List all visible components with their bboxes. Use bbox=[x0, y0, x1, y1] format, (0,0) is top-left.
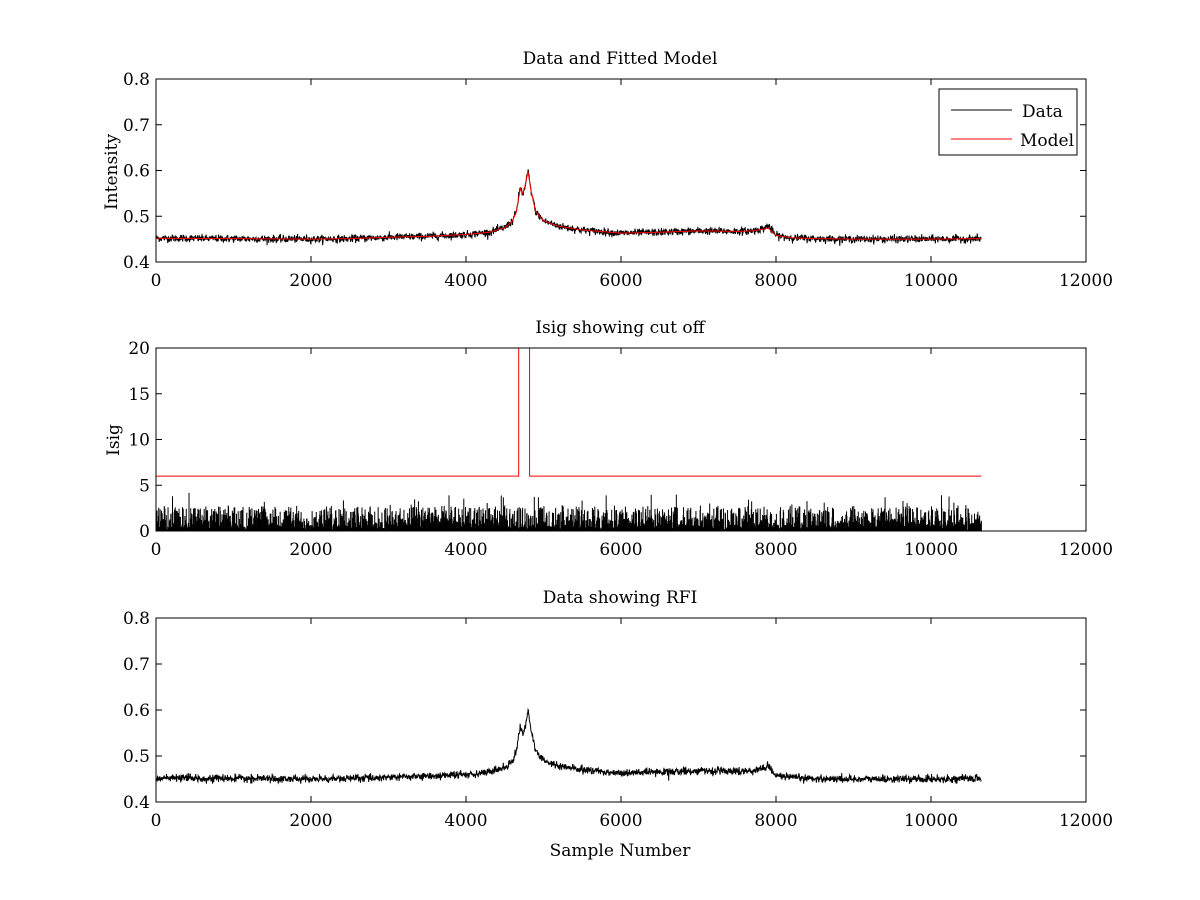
x-tick-label: 4000 bbox=[444, 811, 487, 831]
x-tick-label: 4000 bbox=[444, 271, 487, 291]
x-axis-label: Sample Number bbox=[550, 841, 692, 861]
x-tick-label: 0 bbox=[151, 271, 162, 291]
x-tick-label: 10000 bbox=[904, 271, 958, 291]
x-tick-label: 2000 bbox=[289, 540, 332, 560]
y-tick-label: 0.4 bbox=[123, 793, 150, 813]
y-tick-label: 0.8 bbox=[123, 609, 150, 629]
legend-box bbox=[938, 88, 1078, 156]
y-tick-label: 0.4 bbox=[123, 253, 150, 273]
y-tick-label: 0 bbox=[139, 522, 150, 542]
series-layer bbox=[156, 708, 982, 785]
y-axis-label: Intensity bbox=[102, 134, 122, 210]
x-tick-label: 12000 bbox=[1059, 271, 1113, 291]
legend-label-model: Model bbox=[1020, 131, 1074, 151]
legend: Data Model bbox=[938, 88, 1078, 156]
chart-title: Data showing RFI bbox=[543, 588, 698, 608]
y-tick-label: 10 bbox=[128, 431, 150, 451]
plot-area: 0 2000 4000 6000 8000 10000 12000 0 5 10 15 20 bbox=[128, 339, 1113, 560]
x-tick-label: 10000 bbox=[904, 540, 958, 560]
chart-title: Isig showing cut off bbox=[535, 318, 706, 338]
plot-area: 0 2000 4000 6000 8000 10000 12000 0.4 0.5 0.6 0.7 0… bbox=[123, 70, 1113, 291]
y-axis-label: Isig bbox=[104, 424, 124, 456]
y-tick-label: 15 bbox=[128, 385, 150, 405]
y-tick-label: 0.5 bbox=[123, 207, 150, 227]
x-tick-label: 12000 bbox=[1059, 540, 1113, 560]
x-tick-label: 6000 bbox=[599, 271, 642, 291]
series-model bbox=[156, 171, 982, 240]
x-tick-label: 0 bbox=[151, 811, 162, 831]
x-tick-label: 10000 bbox=[904, 811, 958, 831]
x-tick-label: 6000 bbox=[599, 811, 642, 831]
series-layer bbox=[156, 169, 982, 246]
y-tick-label: 20 bbox=[128, 339, 150, 359]
x-tick-label: 2000 bbox=[289, 271, 332, 291]
x-tick-label: 0 bbox=[151, 540, 162, 560]
legend-label-data: Data bbox=[1022, 102, 1063, 122]
x-tick-label: 12000 bbox=[1059, 811, 1113, 831]
series-cut-off bbox=[156, 348, 982, 477]
y-tick-label: 5 bbox=[139, 476, 150, 496]
y-tick-label: 0.6 bbox=[123, 701, 150, 721]
series-data bbox=[156, 708, 982, 785]
panel-data-showing-rfi: Data showing RFI Sample Number 0 2000 4000… bbox=[123, 588, 1113, 861]
x-tick-label: 4000 bbox=[444, 540, 487, 560]
x-tick-label: 8000 bbox=[754, 811, 797, 831]
panel-data-and-fitted-model: Data and Fitted Model Intensity 0 2000 400… bbox=[102, 49, 1113, 291]
y-tick-label: 0.5 bbox=[123, 747, 150, 767]
y-tick-label: 0.7 bbox=[123, 116, 150, 136]
panel-isig-showing-cut-off: Isig showing cut off Isig 0 2000 4000 6000 8… bbox=[104, 318, 1113, 560]
x-tick-label: 8000 bbox=[754, 271, 797, 291]
x-tick-label: 8000 bbox=[754, 540, 797, 560]
plot-area: 0 2000 4000 6000 8000 10000 12000 0.4 0.5 0.6 0.7 0… bbox=[123, 609, 1113, 831]
y-tick-label: 0.8 bbox=[123, 70, 150, 90]
x-tick-label: 2000 bbox=[289, 811, 332, 831]
x-tick-label: 6000 bbox=[599, 540, 642, 560]
chart-title: Data and Fitted Model bbox=[523, 49, 718, 69]
y-tick-label: 0.6 bbox=[123, 162, 150, 182]
y-tick-label: 0.7 bbox=[123, 655, 150, 675]
